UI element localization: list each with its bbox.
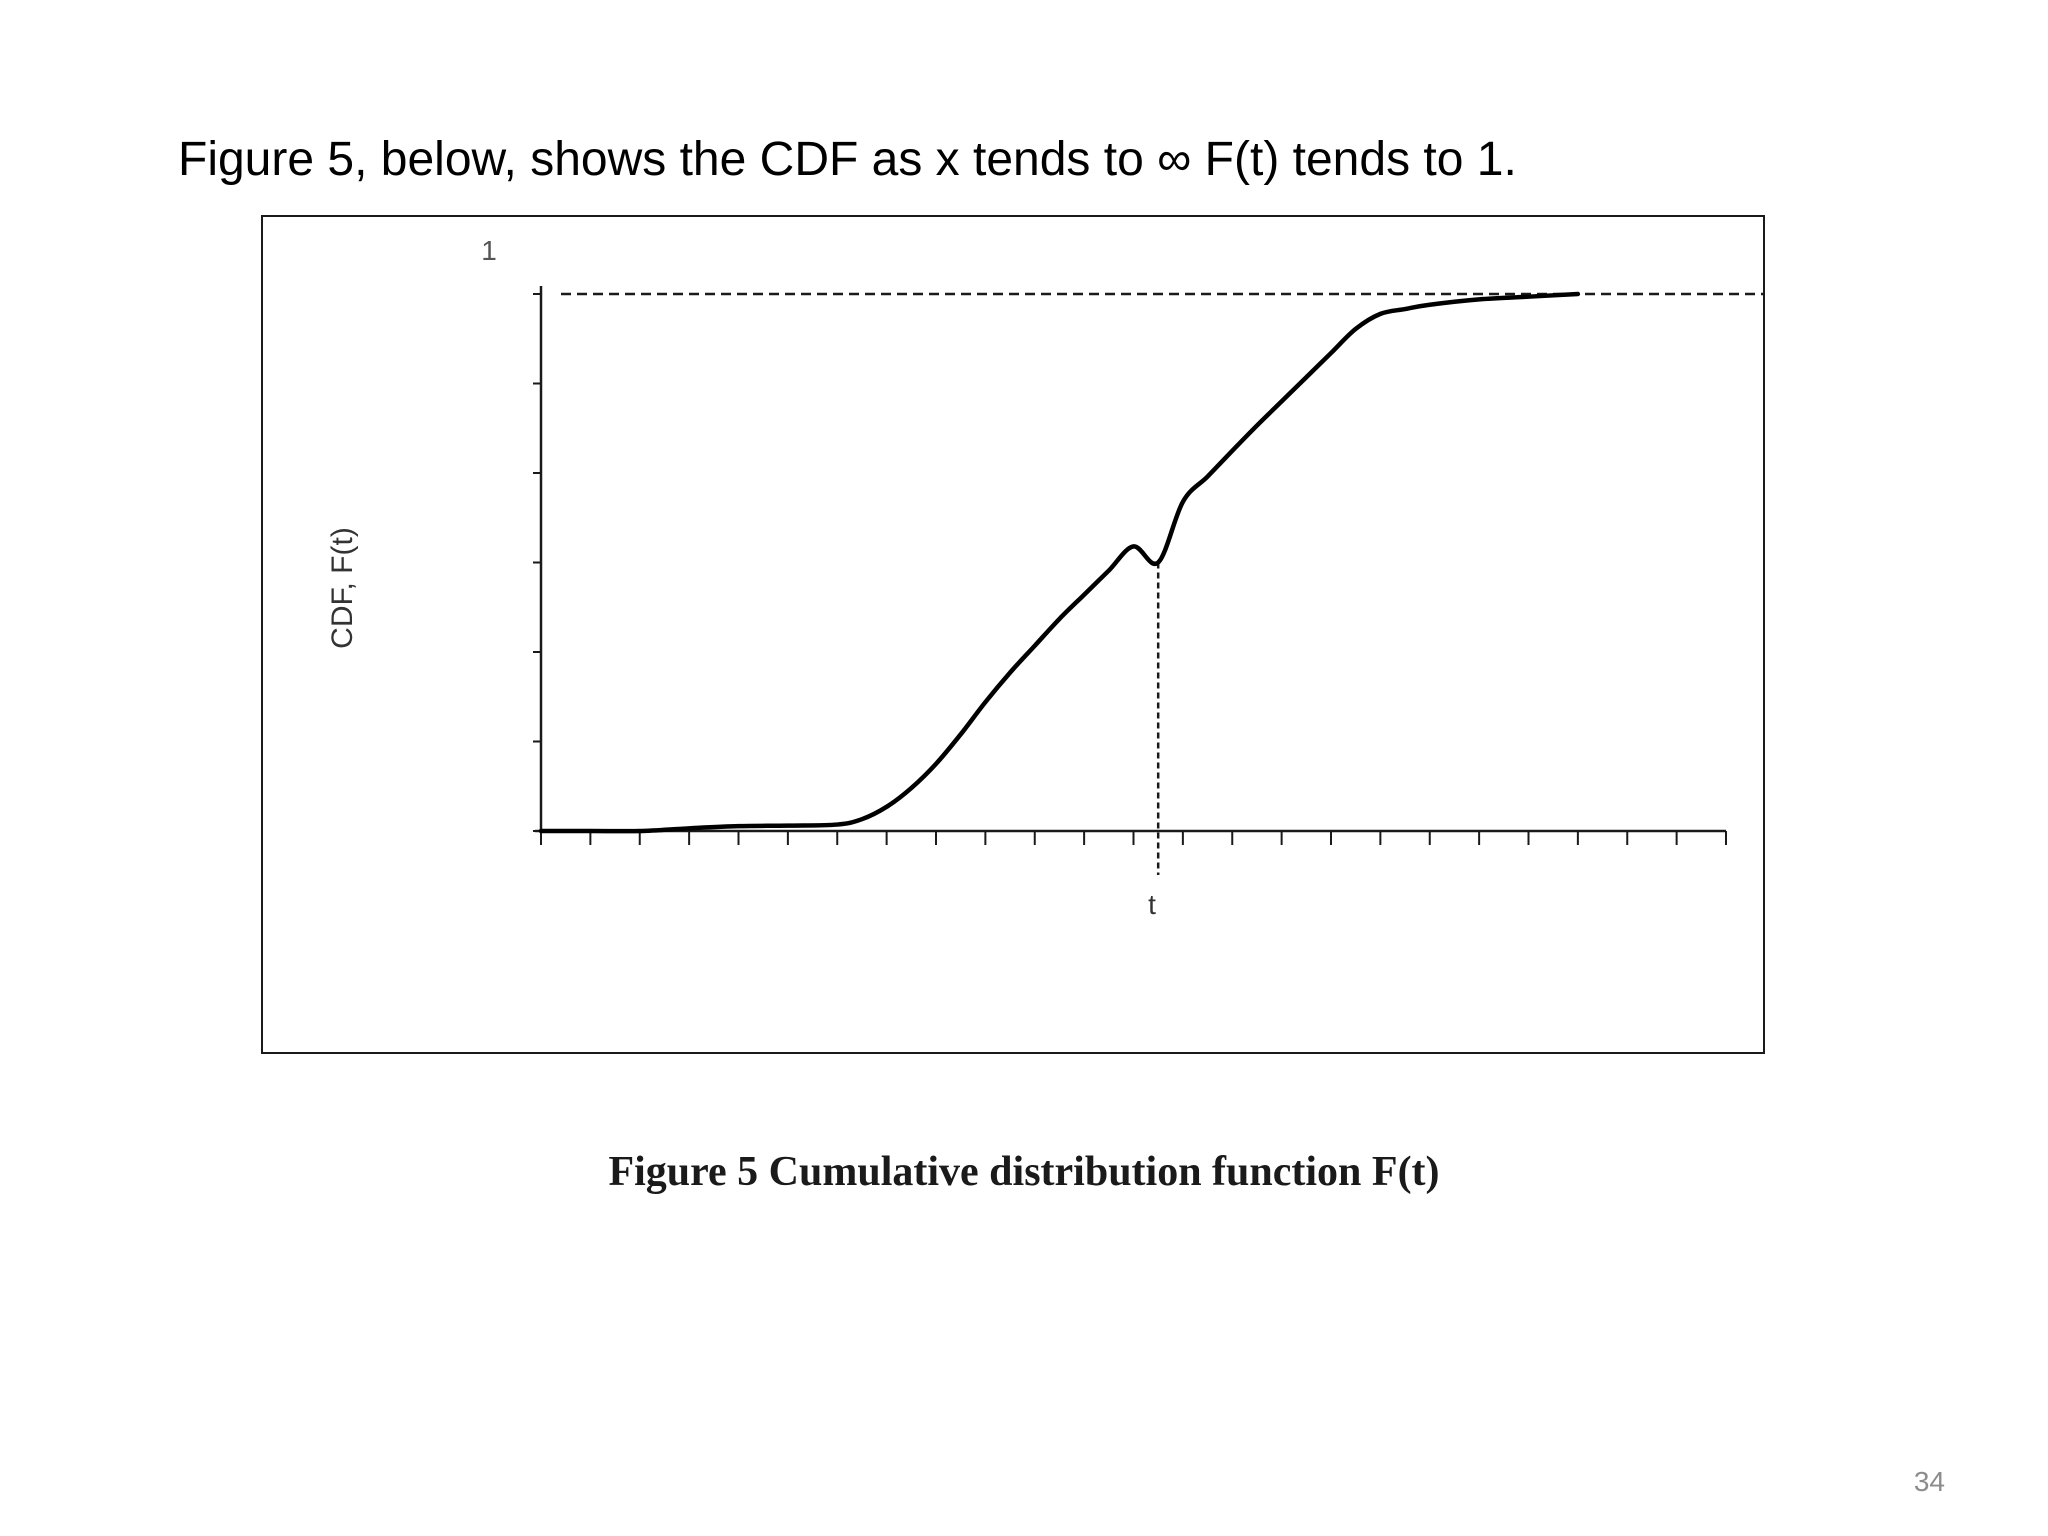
y-axis-label: CDF, F(t) [326,527,359,649]
page-number: 34 [1913,1466,1945,1497]
cdf-curve [538,291,1581,834]
y-top-label: 1 [481,235,497,266]
x-marker-label: t [1148,889,1156,920]
chart-frame [261,215,1765,1054]
figure-caption: Figure 5 Cumulative distribution functio… [608,1149,1440,1195]
slide-title: Figure 5, below, shows the CDF as x tend… [178,133,1517,186]
plot-area [533,286,1763,875]
